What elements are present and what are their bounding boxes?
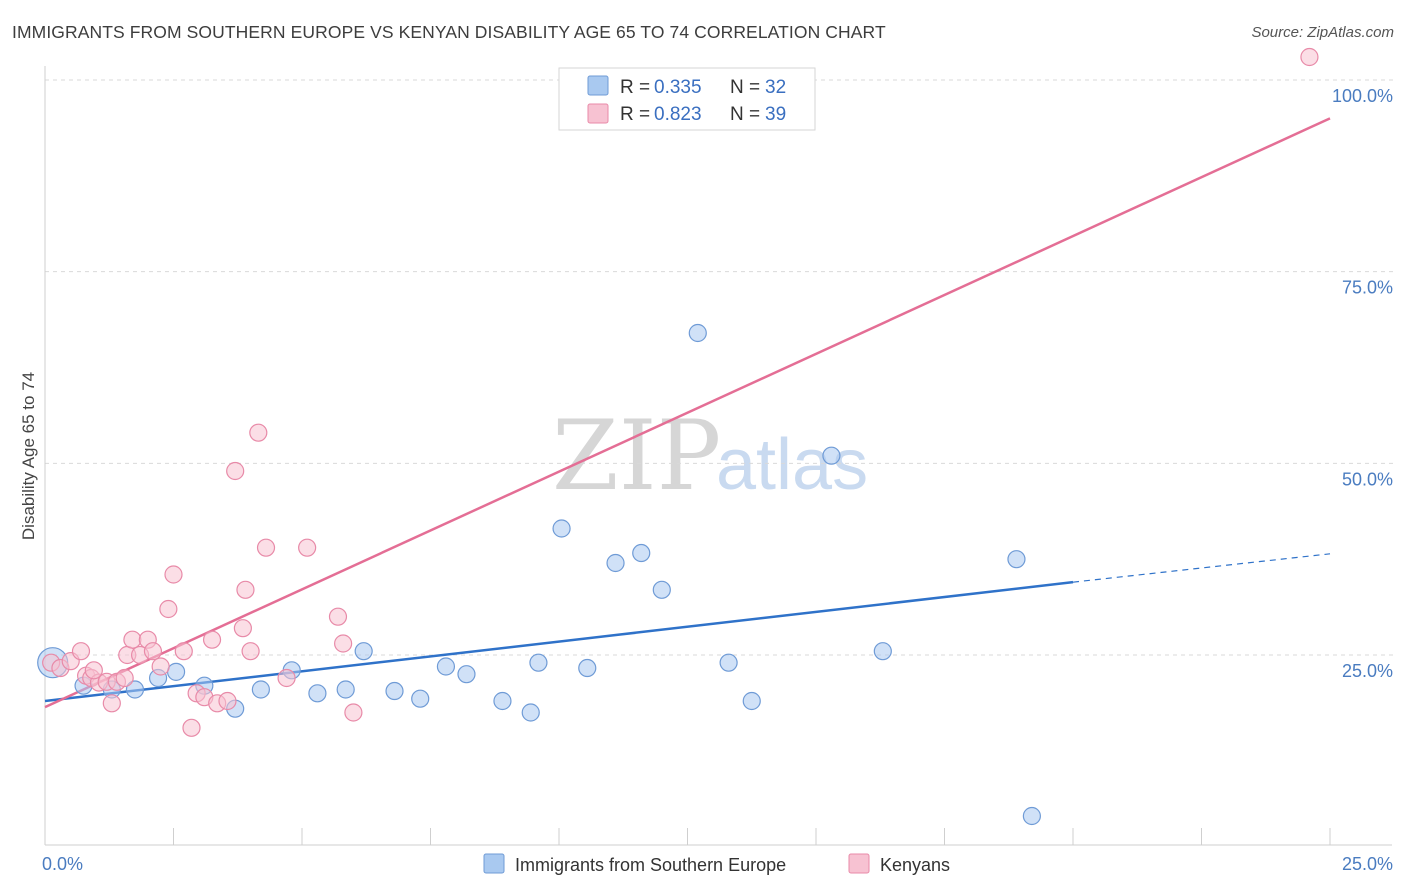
point-pink-33 xyxy=(328,607,348,626)
bottom-legend-swatch-pink xyxy=(848,853,870,874)
point-blue-20 xyxy=(578,658,597,678)
point-pink-38 xyxy=(115,668,134,688)
point-pink-17 xyxy=(164,565,183,584)
point-pink-36 xyxy=(1300,47,1319,67)
point-blue-12 xyxy=(385,681,404,701)
point-blue-13 xyxy=(411,689,430,708)
point-blue-16 xyxy=(493,691,512,711)
point-blue-2 xyxy=(125,680,145,699)
watermark: ZIP atlas xyxy=(552,400,868,512)
point-pink-18 xyxy=(174,642,193,661)
x-tick-label-1: 25.0% xyxy=(1342,854,1393,874)
legend-r-label-pink: R = xyxy=(620,104,650,125)
bottom-legend: Immigrants from Southern Europe Kenyans xyxy=(483,853,950,875)
legend-r-value-blue: 0.335 xyxy=(654,77,702,98)
point-blue-28 xyxy=(873,642,892,661)
point-pink-3 xyxy=(71,642,91,661)
y-tick-label-3: 100.0% xyxy=(1332,86,1393,106)
point-pink-11 xyxy=(123,630,142,649)
tick-labels: 25.0% 50.0% 75.0% 100.0% 0.0% 25.0% xyxy=(42,86,1393,874)
point-blue-30 xyxy=(1022,806,1041,826)
data-points xyxy=(37,47,1319,826)
point-blue-22 xyxy=(632,543,651,563)
point-blue-25 xyxy=(719,653,738,672)
point-pink-27 xyxy=(236,580,255,599)
x-tick-label-0: 0.0% xyxy=(42,854,83,874)
point-pink-32 xyxy=(298,538,317,557)
point-pink-37 xyxy=(84,661,103,680)
point-pink-30 xyxy=(256,538,276,557)
legend-n-label-pink: N = xyxy=(730,104,760,125)
point-pink-34 xyxy=(334,634,353,653)
legend-r-value-pink: 0.823 xyxy=(654,104,702,125)
point-blue-11 xyxy=(354,642,373,661)
y-tick-label-1: 50.0% xyxy=(1342,469,1393,489)
trendline-blue-extension xyxy=(1072,553,1331,583)
point-pink-14 xyxy=(143,642,163,661)
legend-n-value-blue: 32 xyxy=(765,77,786,98)
bottom-legend-label-pink: Kenyans xyxy=(880,855,950,875)
watermark-zip: ZIP xyxy=(552,400,721,512)
point-pink-24 xyxy=(218,691,237,711)
point-pink-15 xyxy=(151,657,170,676)
legend-swatch-blue xyxy=(587,75,609,96)
point-pink-25 xyxy=(226,461,245,481)
point-pink-16 xyxy=(159,599,178,619)
gridlines xyxy=(45,79,1395,656)
point-pink-19 xyxy=(182,718,201,737)
point-pink-35 xyxy=(344,703,363,722)
point-pink-22 xyxy=(202,630,222,649)
bottom-legend-swatch-blue xyxy=(483,853,505,874)
point-blue-14 xyxy=(436,657,456,676)
y-axis-label: Disability Age 65 to 74 xyxy=(19,372,38,540)
trendline-pink xyxy=(44,117,1331,709)
point-blue-18 xyxy=(529,653,548,672)
legend-swatch-pink xyxy=(587,103,609,124)
legend-r-label-blue: R = xyxy=(620,77,650,98)
legend-n-label-blue: N = xyxy=(730,77,760,98)
trendline-blue xyxy=(44,580,1074,703)
point-blue-10 xyxy=(336,680,355,699)
point-blue-21 xyxy=(606,553,625,573)
y-tick-label-2: 75.0% xyxy=(1342,278,1393,298)
point-blue-7 xyxy=(251,680,270,699)
point-blue-19 xyxy=(552,519,571,538)
chart-title: IMMIGRANTS FROM SOUTHERN EUROPE VS KENYA… xyxy=(12,22,886,42)
point-blue-29 xyxy=(1007,550,1026,569)
point-blue-27 xyxy=(822,446,841,465)
bottom-legend-label-blue: Immigrants from Southern Europe xyxy=(515,855,786,875)
point-pink-29 xyxy=(249,423,268,442)
point-blue-24 xyxy=(688,323,707,343)
axes xyxy=(44,66,1392,846)
point-blue-26 xyxy=(742,691,761,711)
point-blue-23 xyxy=(652,580,671,599)
point-blue-9 xyxy=(308,684,327,703)
point-blue-4 xyxy=(166,662,186,681)
point-pink-8 xyxy=(102,694,121,713)
point-pink-26 xyxy=(233,619,252,638)
point-blue-17 xyxy=(521,703,540,722)
watermark-atlas: atlas xyxy=(716,425,868,505)
legend-n-value-pink: 39 xyxy=(765,104,786,125)
point-pink-28 xyxy=(241,642,260,661)
y-tick-label-0: 25.0% xyxy=(1342,661,1393,681)
point-pink-31 xyxy=(277,668,296,688)
source-attribution: Source: ZipAtlas.com xyxy=(1251,24,1394,41)
point-blue-15 xyxy=(457,665,476,684)
legend: R = 0.335 N = 32 R = 0.823 N = 39 xyxy=(558,67,816,131)
trendlines xyxy=(44,117,1331,709)
